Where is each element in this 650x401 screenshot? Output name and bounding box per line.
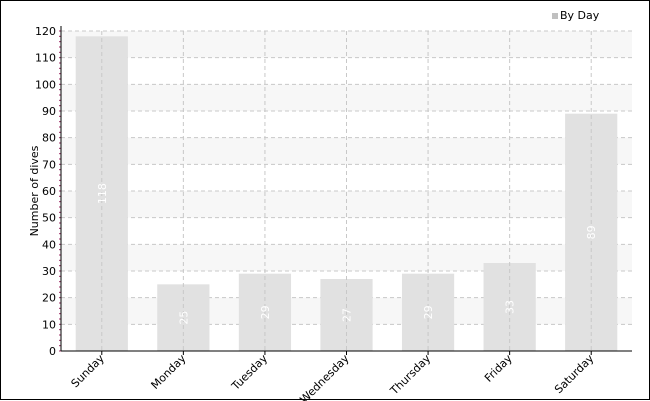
vertical-gridlines (101, 31, 592, 351)
legend-label: By Day (560, 9, 600, 22)
y-tick-label: 100 (35, 78, 56, 91)
x-tick-label: Saturday (552, 352, 597, 397)
data-label: 29 (259, 305, 272, 319)
y-tick-labels: 0 10 20 30 40 50 60 70 80 90 100 110 120 (35, 25, 56, 358)
legend: By Day (552, 9, 600, 22)
y-tick-label: 20 (42, 292, 56, 305)
y-axis-title: Number of dives (28, 145, 41, 236)
x-tick-label: Sunday (69, 352, 108, 391)
axes (59, 26, 632, 355)
y-tick-label: 10 (42, 318, 56, 331)
y-tick-label: 80 (42, 132, 56, 145)
data-label: 27 (341, 308, 354, 322)
y-tick-label: 120 (35, 25, 56, 38)
x-tick-label: Thursday (387, 352, 433, 398)
data-label: 29 (422, 305, 435, 319)
x-tick-label: Monday (149, 352, 189, 392)
x-tick-labels: Sunday Monday Tuesday Wednesday Thursday Frid… (69, 352, 597, 401)
x-tick-label: Wednesday (297, 352, 352, 401)
y-tick-label: 70 (42, 158, 56, 171)
y-tick-label: 90 (42, 105, 56, 118)
data-label: 25 (177, 311, 190, 325)
legend-swatch (552, 13, 558, 19)
x-tick-label: Friday (482, 352, 515, 385)
data-label: 118 (96, 183, 109, 204)
y-tick-label: 50 (42, 212, 56, 225)
y-tick-label: 110 (35, 52, 56, 65)
y-tick-label: 40 (42, 238, 56, 251)
y-tick-label: 0 (49, 345, 56, 358)
x-tick-label: Tuesday (228, 352, 270, 394)
y-tick-label: 60 (42, 185, 56, 198)
data-label: 33 (504, 300, 517, 314)
y-tick-label: 30 (42, 265, 56, 278)
data-label: 89 (585, 225, 598, 239)
data-labels: 118 25 29 27 29 33 89 (96, 183, 598, 324)
